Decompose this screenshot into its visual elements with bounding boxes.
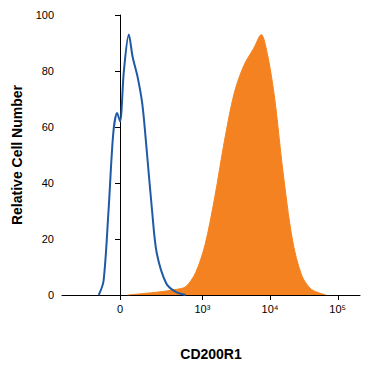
- svg-text:10⁵: 10⁵: [329, 303, 346, 315]
- svg-text:0: 0: [48, 289, 54, 301]
- svg-text:10⁴: 10⁴: [262, 303, 279, 315]
- svg-text:20: 20: [42, 233, 54, 245]
- svg-text:100: 100: [36, 9, 54, 21]
- svg-text:40: 40: [42, 177, 54, 189]
- svg-text:0: 0: [117, 303, 123, 315]
- svg-text:CD200R1: CD200R1: [180, 346, 242, 362]
- svg-text:60: 60: [42, 121, 54, 133]
- svg-text:Relative Cell Number: Relative Cell Number: [9, 84, 25, 225]
- svg-text:10³: 10³: [194, 303, 210, 315]
- svg-text:80: 80: [42, 65, 54, 77]
